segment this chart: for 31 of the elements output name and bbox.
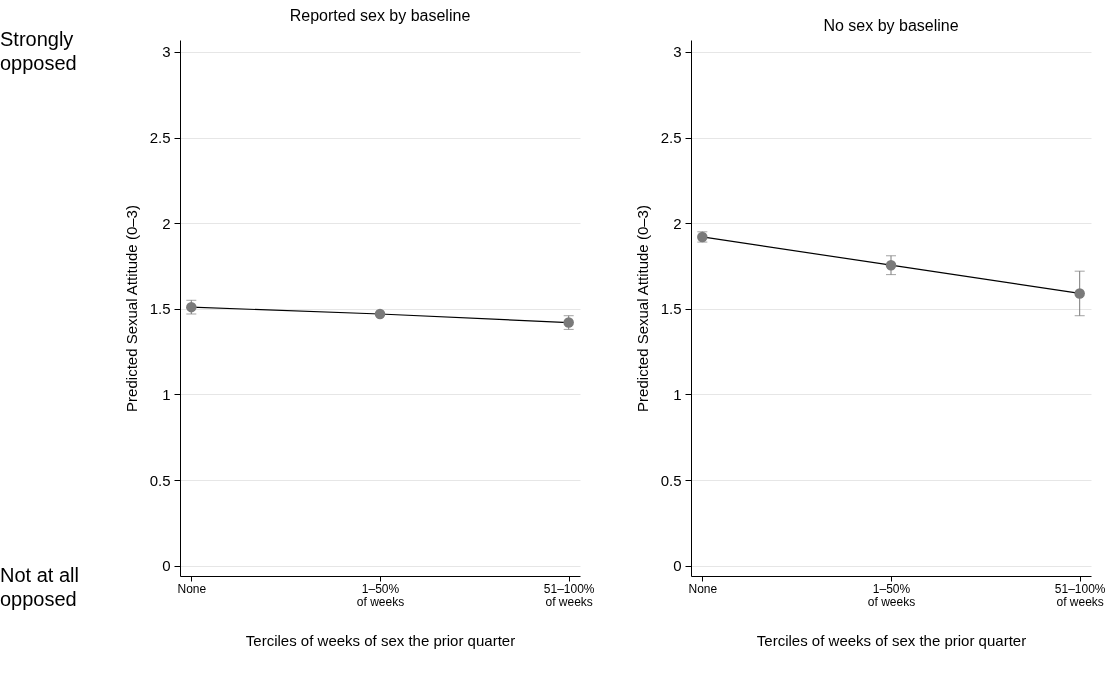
- y-tick-label: 3: [162, 43, 171, 61]
- y-tick-label: 0.5: [149, 471, 171, 489]
- x-tick-label: 1–50% of weeks: [867, 581, 916, 609]
- chart-title: No sex by baseline: [823, 17, 959, 34]
- point: [885, 259, 897, 271]
- x-axis-title: Terciles of weeks of sex the prior quarter: [756, 631, 1027, 649]
- y-tick-label: 3: [673, 43, 682, 61]
- x-tick-label: 1–50% of weeks: [356, 581, 405, 609]
- x-tick-label: None: [177, 581, 207, 596]
- y-tick-label: 2: [673, 214, 682, 232]
- y-tick-label: 2: [162, 214, 171, 232]
- x-axis-title: Terciles of weeks of sex the prior quarter: [245, 631, 516, 649]
- y-tick-label: 0.5: [660, 471, 682, 489]
- y-tick-label: 1: [162, 385, 171, 403]
- y-axis-title: Predicted Sexual Attitude (0–3): [122, 205, 140, 412]
- text: Not at all opposed: [0, 564, 79, 610]
- point: [374, 308, 386, 320]
- y-tick-label: 1.5: [149, 300, 171, 318]
- y-tick-label: 0: [673, 557, 682, 575]
- text: Strongly opposed: [0, 28, 77, 74]
- y-tick-label: 1: [673, 385, 682, 403]
- y-tick-label: 2.5: [660, 129, 682, 147]
- chart-title: Reported sex by baseline: [289, 7, 471, 24]
- y-tick-label: 2.5: [149, 129, 171, 147]
- y-tick-label: 0: [162, 557, 171, 575]
- x-tick-label: None: [688, 581, 718, 596]
- y-tick-label: 1.5: [660, 300, 682, 318]
- x-tick-label: 51–100% of weeks: [543, 581, 595, 609]
- point: [1074, 288, 1085, 299]
- x-tick-label: 51–100% of weeks: [1054, 581, 1106, 609]
- y-axis-title: Predicted Sexual Attitude (0–3): [633, 205, 651, 412]
